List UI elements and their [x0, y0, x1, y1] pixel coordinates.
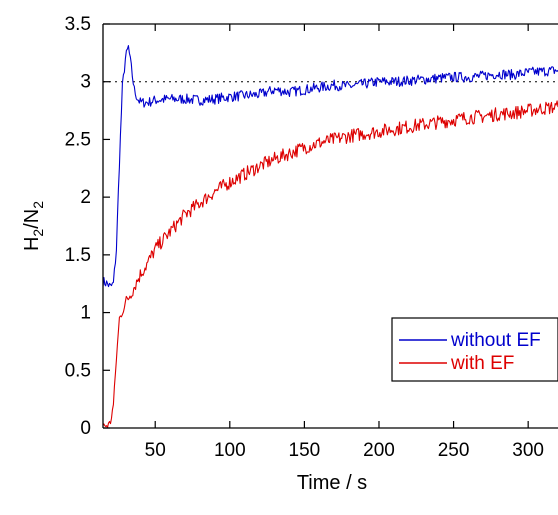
- legend: without EF with EF: [391, 317, 558, 382]
- y-tick-label: 1.5: [65, 245, 91, 266]
- legend-box: [391, 317, 558, 382]
- y-tick-label: 0.5: [65, 360, 91, 381]
- y-tick-label: 3.5: [65, 14, 91, 35]
- y-tick-label: 2.5: [65, 129, 91, 150]
- legend-label-without-ef: without EF: [450, 330, 541, 351]
- series-line-with-ef: [103, 100, 558, 428]
- series-layer: [103, 45, 558, 428]
- x-axis-title: Time / s: [297, 472, 367, 494]
- y-axis-title-h: H: [21, 237, 43, 251]
- x-tick-label: 50: [145, 440, 166, 461]
- x-tick-label: 300: [512, 440, 544, 461]
- x-axis-ticks: 50 100 150 200 250 300: [145, 24, 544, 461]
- x-tick-label: 200: [363, 440, 395, 461]
- y-axis-title: H2/N2: [21, 201, 46, 251]
- legend-label-with-ef: with EF: [450, 353, 514, 374]
- y-axis-title-slash-n: /N: [21, 209, 43, 229]
- y-tick-label: 0: [80, 418, 91, 439]
- y-axis-title-sub-2a: 2: [30, 229, 46, 237]
- y-tick-label: 1: [80, 303, 91, 324]
- axes: [102, 23, 558, 429]
- y-axis-title-sub-2b: 2: [30, 201, 46, 209]
- y-tick-label: 3: [80, 72, 91, 93]
- x-tick-label: 100: [214, 440, 246, 461]
- x-tick-label: 250: [438, 440, 470, 461]
- x-tick-label: 150: [289, 440, 321, 461]
- y-axis-ticks: 0 0.5 1 1.5 2 2.5 3 3.5: [65, 14, 110, 439]
- series-line-without-ef: [103, 45, 558, 288]
- y-tick-label: 2: [80, 187, 91, 208]
